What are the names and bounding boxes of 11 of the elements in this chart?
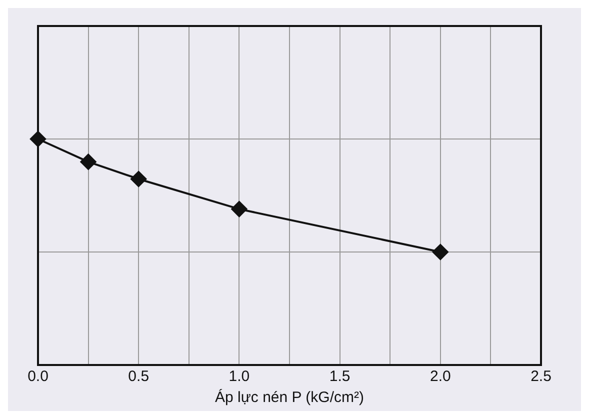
x-tick-label: 1.0: [228, 368, 250, 386]
point: [130, 171, 147, 187]
x-tick-label: 0.0: [28, 368, 48, 386]
x-tick-label: 0.5: [128, 368, 150, 386]
point: [80, 154, 96, 170]
x-tick-label: 2.5: [530, 368, 552, 386]
point: [231, 201, 248, 218]
x-axis-title: Áp lực nén P (kG/cm²): [215, 388, 364, 406]
x-tick-label: 2.0: [430, 368, 451, 386]
x-tick-label: 1.5: [329, 368, 350, 386]
point: [432, 244, 448, 260]
